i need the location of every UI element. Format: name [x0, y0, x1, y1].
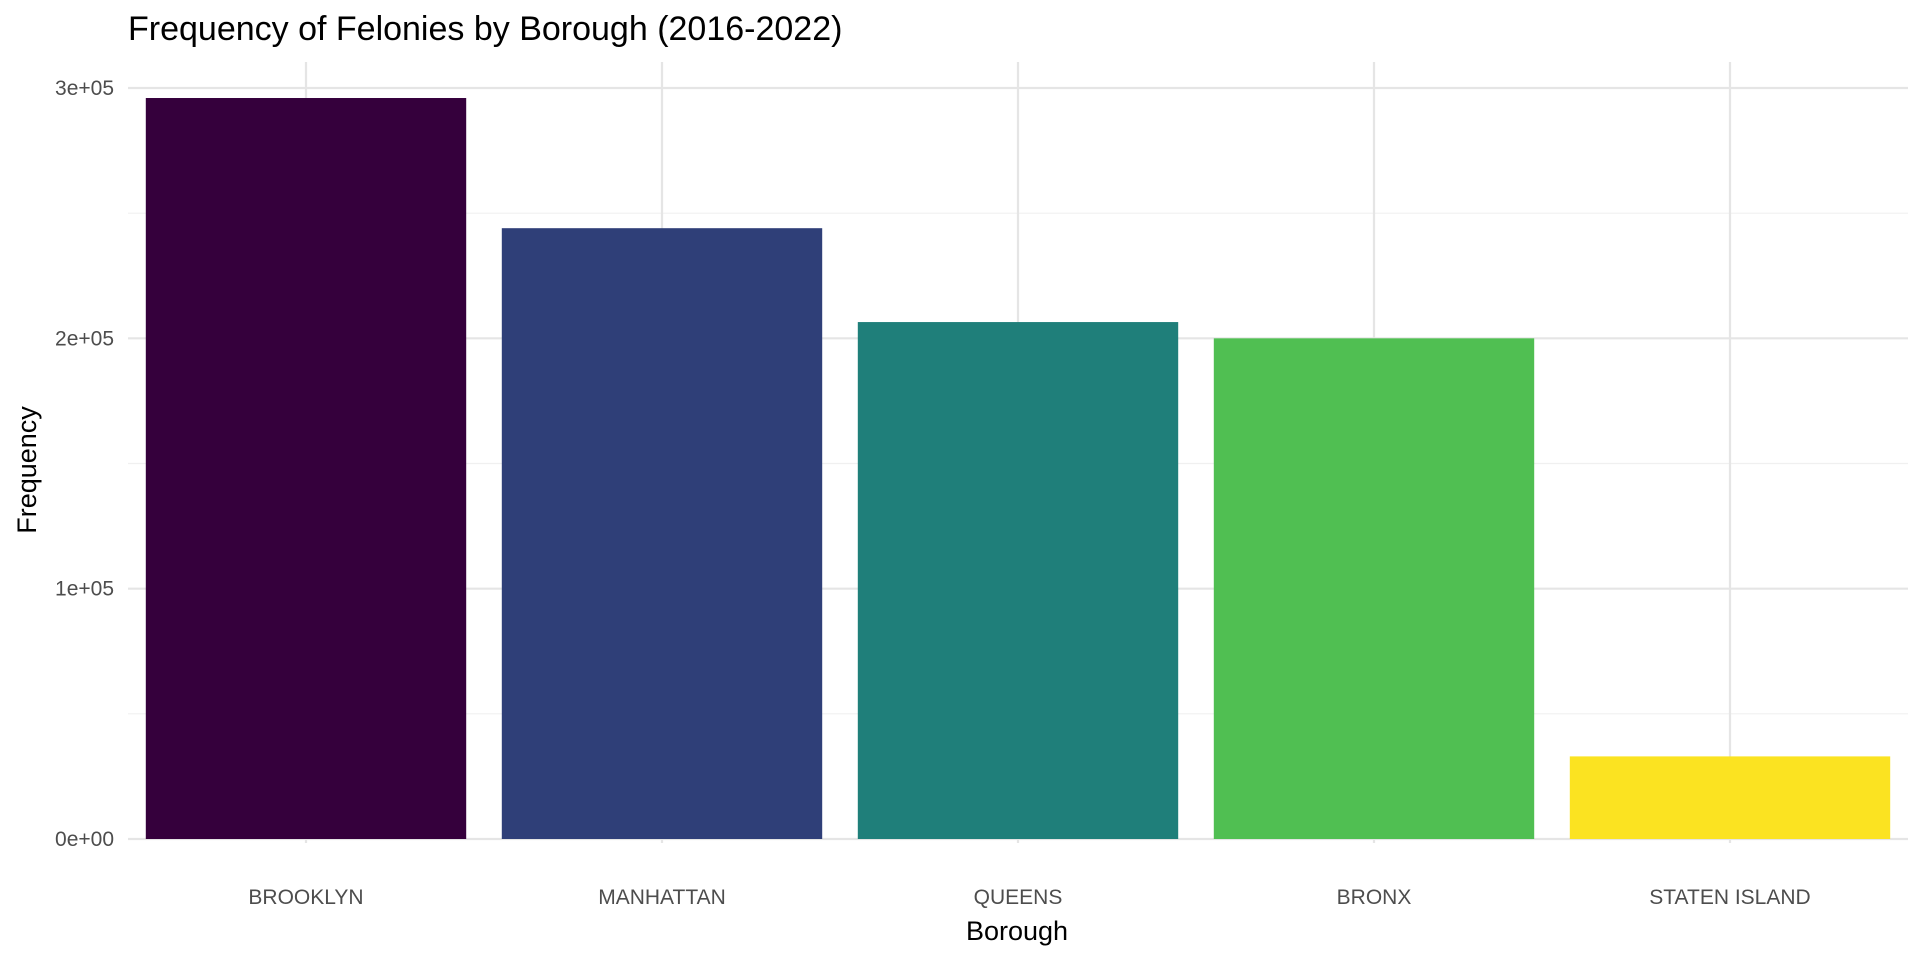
bar-manhattan: [501, 228, 823, 840]
y-axis-title: Frequency: [12, 406, 42, 534]
x-tick-label: STATEN ISLAND: [1649, 886, 1810, 909]
x-tick-label: BROOKLYN: [248, 886, 363, 909]
y-tick-label: 0e+00: [55, 828, 114, 851]
bar-brooklyn: [145, 98, 467, 840]
x-tick-label: MANHATTAN: [598, 886, 726, 909]
bar-queens: [857, 322, 1179, 840]
y-tick-label: 3e+05: [55, 77, 114, 100]
y-tick-label: 2e+05: [55, 327, 114, 350]
bar-bronx: [1213, 338, 1535, 839]
x-tick-label: QUEENS: [974, 886, 1063, 909]
y-tick-label: 1e+05: [55, 578, 114, 601]
x-tick-label: BRONX: [1337, 886, 1412, 909]
bars: [145, 98, 1891, 840]
x-axis-title: Borough: [966, 916, 1068, 946]
chart-title: Frequency of Felonies by Borough (2016-2…: [128, 10, 842, 48]
bar-staten-island: [1569, 756, 1891, 839]
x-tick-labels: BROOKLYN MANHATTAN QUEENS BRONX STATEN ISLAN…: [248, 886, 1810, 909]
y-tick-labels: 0e+00 1e+05 2e+05 3e+05: [55, 77, 114, 851]
